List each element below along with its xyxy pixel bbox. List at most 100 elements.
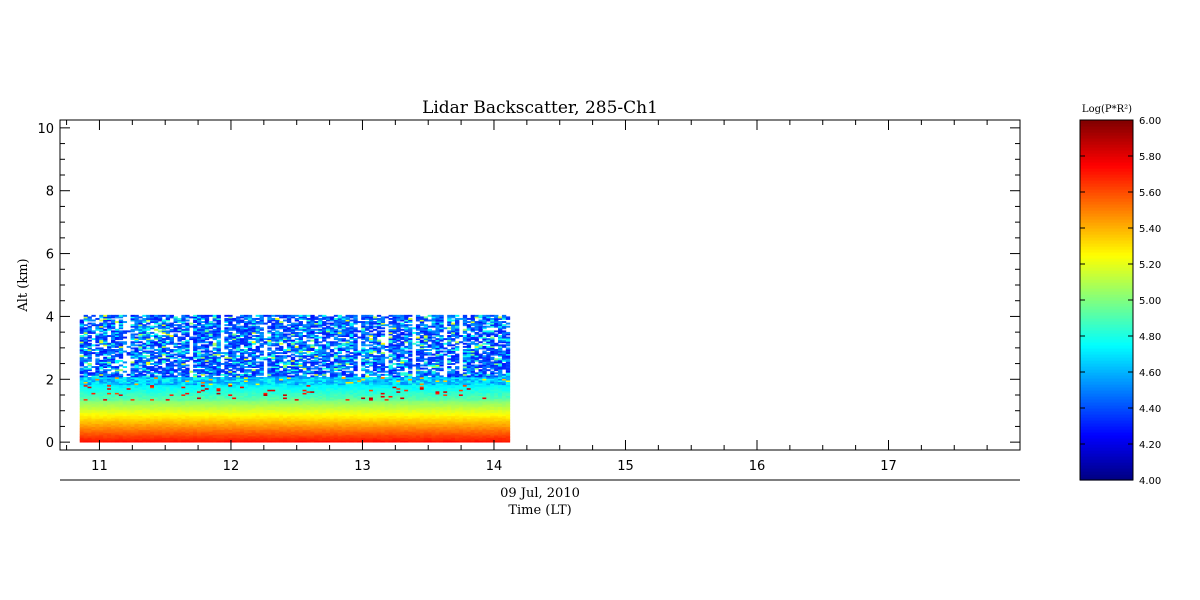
heatmap-cell [83,380,88,382]
heatmap-cell [134,400,139,403]
heatmap-cell [294,417,300,420]
heatmap-cell [181,431,186,434]
heatmap-cell [224,426,229,429]
heatmap-cell [197,378,202,381]
heatmap-cell [212,383,217,386]
heatmap-cell [337,412,343,415]
heatmap-cell [243,437,249,440]
heatmap-cell [173,400,178,403]
heatmap-cell [236,378,241,381]
heatmap-cell [103,401,108,404]
heatmap-cell [247,378,253,381]
heatmap-cell [134,361,139,364]
heatmap-cell [79,439,85,441]
heatmap-cell [267,412,272,415]
heatmap-cell [341,384,346,387]
heatmap-cell [294,400,300,403]
heatmap-cell [228,317,233,320]
heatmap-cell [322,353,327,356]
heatmap-cell [240,411,245,414]
heatmap-cell [240,387,245,390]
heatmap-cell [232,387,237,390]
heatmap-cell [318,355,323,358]
heatmap-cell [263,400,268,403]
heatmap-cell [255,366,260,369]
heatmap-cell [329,411,335,414]
heatmap-cell [193,314,198,317]
heatmap-cell [111,324,116,327]
heatmap-cell [294,435,300,438]
heatmap-cell [228,328,233,331]
heatmap-cell [302,316,307,319]
heatmap-cell [197,439,202,441]
heatmap-cell [138,412,143,415]
heatmap-cell [255,369,260,372]
heatmap-cell [161,383,167,386]
heatmap-cell [185,345,190,348]
heatmap-cell [197,361,202,364]
heatmap-cell [337,321,343,324]
heatmap-cell [267,437,272,440]
heatmap-cell [99,373,104,376]
heatmap-cell [216,361,221,364]
heatmap-cell [87,369,92,372]
heatmap-cell [279,380,284,382]
heatmap-cell [259,383,264,386]
heatmap-cell [314,373,319,376]
heatmap-cell [126,435,131,438]
heatmap-cell [333,432,339,435]
heatmap-cell [157,400,163,403]
heatmap-cell [204,407,210,410]
heatmap-cell [314,383,319,386]
heatmap-cell [283,394,288,396]
heatmap-cell [107,364,112,367]
heatmap-cell [318,434,323,437]
heatmap-cell [349,330,354,333]
heatmap-cell [314,324,319,327]
heatmap-cell [146,407,151,410]
heatmap-cell [306,314,311,317]
heatmap-cell [181,394,186,396]
heatmap-cell [310,345,315,348]
heatmap-cell [138,356,143,359]
heatmap-cell [150,347,155,350]
heatmap-cell [138,321,143,324]
heatmap-cell [154,333,159,336]
heatmap-cell [279,324,284,327]
heatmap-cell [126,414,131,417]
heatmap-cell [326,362,331,365]
heatmap-cell [341,333,346,336]
heatmap-cell [185,381,190,384]
heatmap-cell [259,333,264,336]
heatmap-cell [251,341,257,344]
heatmap-cell [204,316,210,319]
heatmap-cell [298,440,303,443]
heatmap-cell [224,387,229,390]
heatmap-cell [326,341,331,344]
heatmap-cell [134,389,139,392]
heatmap-cell [134,407,139,410]
heatmap-cell [306,394,311,396]
heatmap-cell [275,352,280,355]
heatmap-cell [165,395,171,398]
heatmap-cell [157,417,163,420]
heatmap-cell [318,367,323,370]
heatmap-cell [107,380,112,382]
heatmap-cell [99,325,104,328]
heatmap-cell [220,352,225,355]
heatmap-cell [294,373,300,376]
heatmap-cell [333,361,339,364]
heatmap-cell [349,322,354,325]
heatmap-cell [197,401,202,404]
heatmap-cell [286,440,292,443]
heatmap-cell [283,339,288,342]
heatmap-cell [161,434,167,437]
heatmap-cell [138,344,143,347]
heatmap-cell [197,333,202,336]
heatmap-cell [306,384,311,387]
heatmap-cell [130,341,135,344]
heatmap-cell [216,345,221,348]
heatmap-cell [349,395,354,398]
heatmap-cell [142,369,147,372]
heatmap-cell [232,344,237,347]
